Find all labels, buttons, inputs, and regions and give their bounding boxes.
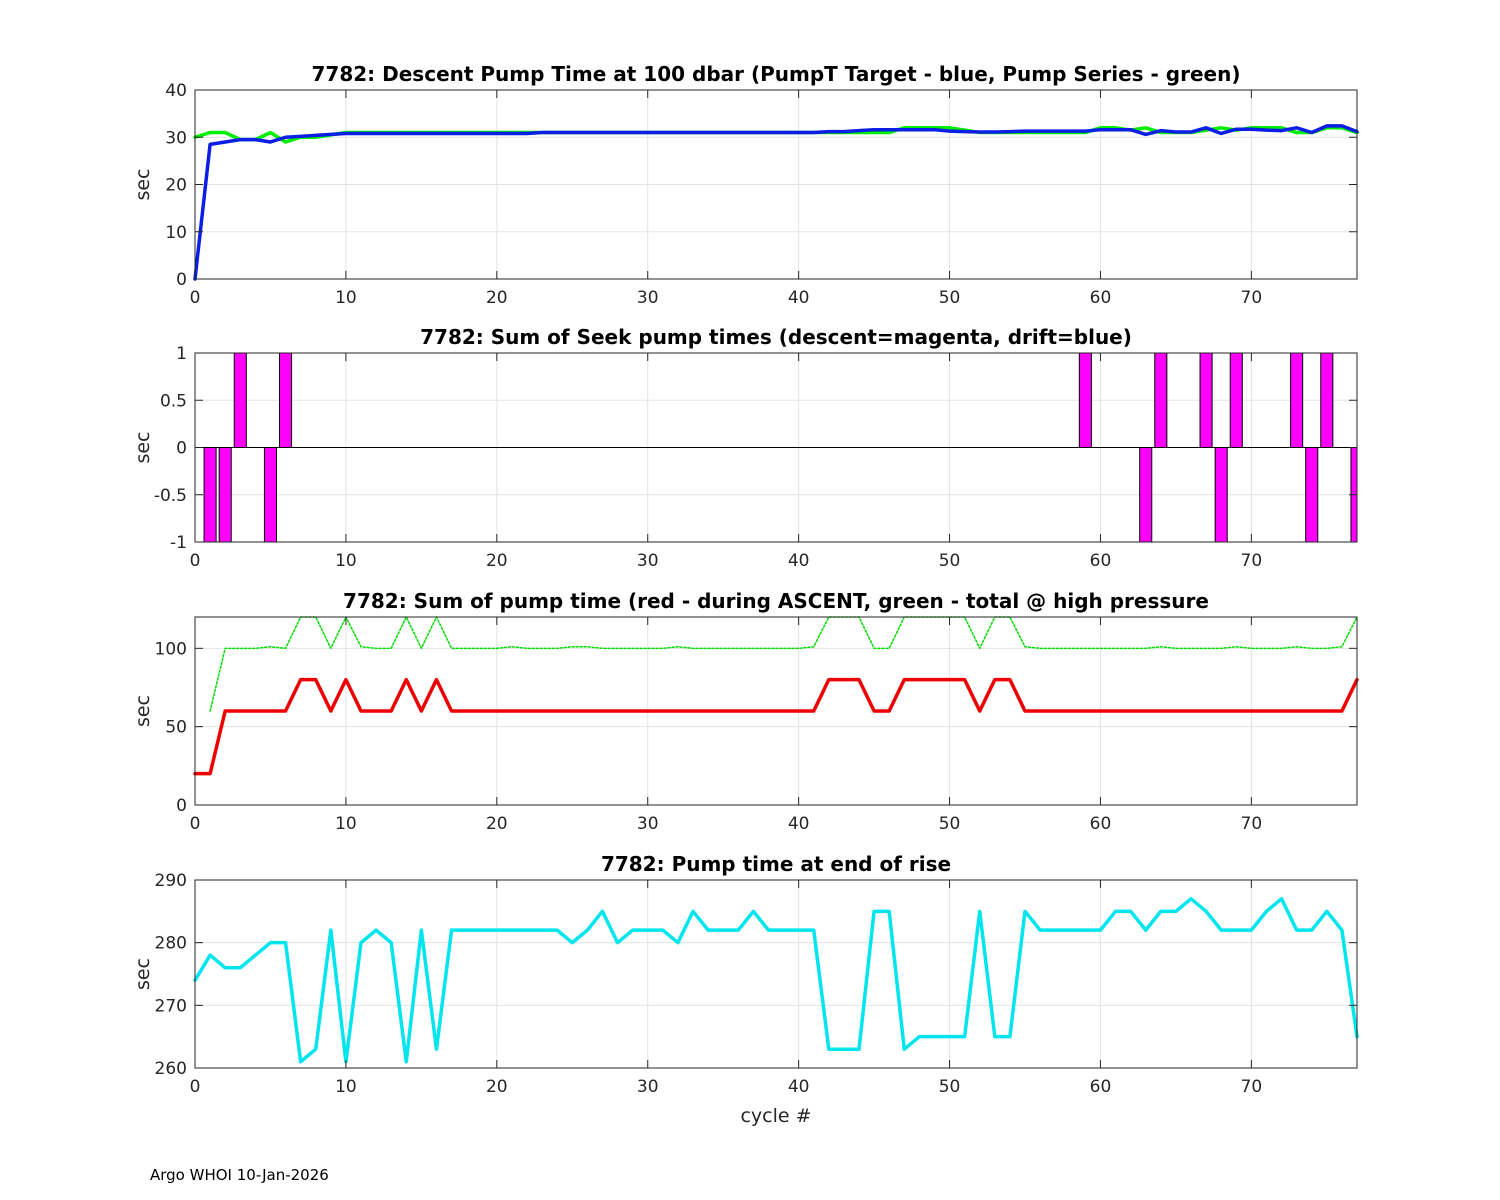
chart-title: 7782: Sum of pump time (red - during ASC… <box>343 589 1209 613</box>
chart-panel-1: 0 10 20 30 40 50 60 70 0 10 20 30 40 7782: Descent Pu… <box>132 62 1359 308</box>
x-tick-label: 40 <box>788 1077 810 1097</box>
x-tick-label: 10 <box>335 814 357 834</box>
y-axis-label: sec <box>132 695 154 727</box>
y-tick-label: 10 <box>165 223 187 243</box>
chart-panel-4: 0 10 20 30 40 50 60 70 260 270 280 290 7782: Pump ti… <box>132 852 1359 1127</box>
bar <box>1199 352 1213 448</box>
y-tick-label: -1 <box>170 533 187 553</box>
plot-area <box>195 880 1357 1068</box>
y-tick-label: 20 <box>165 176 187 196</box>
x-tick-label: 70 <box>1241 288 1263 308</box>
chart-title: 7782: Sum of Seek pump times (descent=ma… <box>420 325 1132 349</box>
x-tick-label: 60 <box>1090 288 1112 308</box>
x-axis-label: cycle # <box>740 1105 811 1127</box>
x-tick-label: 20 <box>486 288 508 308</box>
x-tick-label: 50 <box>939 288 961 308</box>
x-tick-label: 20 <box>486 1077 508 1097</box>
x-tick-label: 40 <box>788 814 810 834</box>
y-tick-label: 0 <box>176 439 187 459</box>
series-line-1 <box>209 616 1358 712</box>
x-tick-label: 50 <box>939 551 961 571</box>
axes-box <box>194 879 1358 1069</box>
x-tick-label: 10 <box>335 1077 357 1097</box>
bar <box>1214 447 1228 543</box>
x-tick-label: 10 <box>335 551 357 571</box>
y-tick-label: 0.5 <box>160 391 187 411</box>
y-tick-label: 280 <box>155 934 187 954</box>
y-tick-label: 0 <box>176 270 187 290</box>
x-tick-label: 10 <box>335 288 357 308</box>
y-tick-label: 30 <box>165 128 187 148</box>
chart-panel-2: 0 10 20 30 40 50 60 70 -1 -0.5 0 0.5 1 7782: Sum of S… <box>132 325 1358 571</box>
bar <box>1139 447 1153 543</box>
y-tick-label: 290 <box>155 871 187 891</box>
x-tick-label: 20 <box>486 814 508 834</box>
y-tick-label: 260 <box>155 1059 187 1079</box>
bar <box>1305 447 1319 543</box>
chart-panel-3: 0 10 20 30 40 50 60 70 0 50 100 7782: Sum of pump t… <box>132 589 1359 834</box>
chart-title: 7782: Pump time at end of rise <box>601 852 951 876</box>
chart-title: 7782: Descent Pump Time at 100 dbar (Pum… <box>312 62 1241 86</box>
y-axis-label: sec <box>132 168 154 200</box>
bar <box>1320 352 1334 448</box>
bar <box>1229 352 1243 448</box>
bar <box>203 447 217 543</box>
x-tick-label: 0 <box>190 814 201 834</box>
series-line-1 <box>193 897 1359 1064</box>
x-tick-label: 0 <box>190 288 201 308</box>
y-tick-label: 50 <box>165 718 187 738</box>
y-tick-label: 1 <box>176 344 187 364</box>
y-tick-label: 100 <box>155 639 187 659</box>
y-tick-label: 270 <box>155 996 187 1016</box>
bar <box>279 352 293 448</box>
x-tick-label: 60 <box>1090 1077 1112 1097</box>
x-tick-label: 40 <box>788 288 810 308</box>
x-tick-label: 50 <box>939 814 961 834</box>
axes-box <box>194 616 1358 806</box>
bar <box>1290 352 1304 448</box>
x-tick-label: 60 <box>1090 551 1112 571</box>
x-tick-label: 30 <box>637 288 659 308</box>
bar <box>218 447 232 543</box>
x-tick-label: 20 <box>486 551 508 571</box>
y-axis-label: sec <box>132 431 154 463</box>
x-tick-label: 60 <box>1090 814 1112 834</box>
x-tick-label: 70 <box>1241 814 1263 834</box>
x-tick-label: 30 <box>637 551 659 571</box>
x-tick-label: 0 <box>190 1077 201 1097</box>
y-tick-label: 40 <box>165 81 187 101</box>
series-line-2 <box>193 677 1359 776</box>
x-tick-label: 70 <box>1241 1077 1263 1097</box>
bar <box>263 447 277 543</box>
footer-label: Argo WHOI 10-Jan-2026 <box>150 1166 329 1184</box>
x-tick-label: 30 <box>637 1077 659 1097</box>
bar <box>233 352 247 448</box>
x-tick-label: 50 <box>939 1077 961 1097</box>
bar <box>1154 352 1168 448</box>
x-tick-label: 70 <box>1241 551 1263 571</box>
bar <box>1078 352 1092 448</box>
series-line-2 <box>193 124 1359 281</box>
y-axis-label: sec <box>132 958 154 990</box>
x-tick-label: 40 <box>788 551 810 571</box>
x-tick-label: 30 <box>637 814 659 834</box>
y-tick-label: 0 <box>176 796 187 816</box>
x-tick-label: 0 <box>190 551 201 571</box>
y-tick-label: -0.5 <box>154 486 187 506</box>
